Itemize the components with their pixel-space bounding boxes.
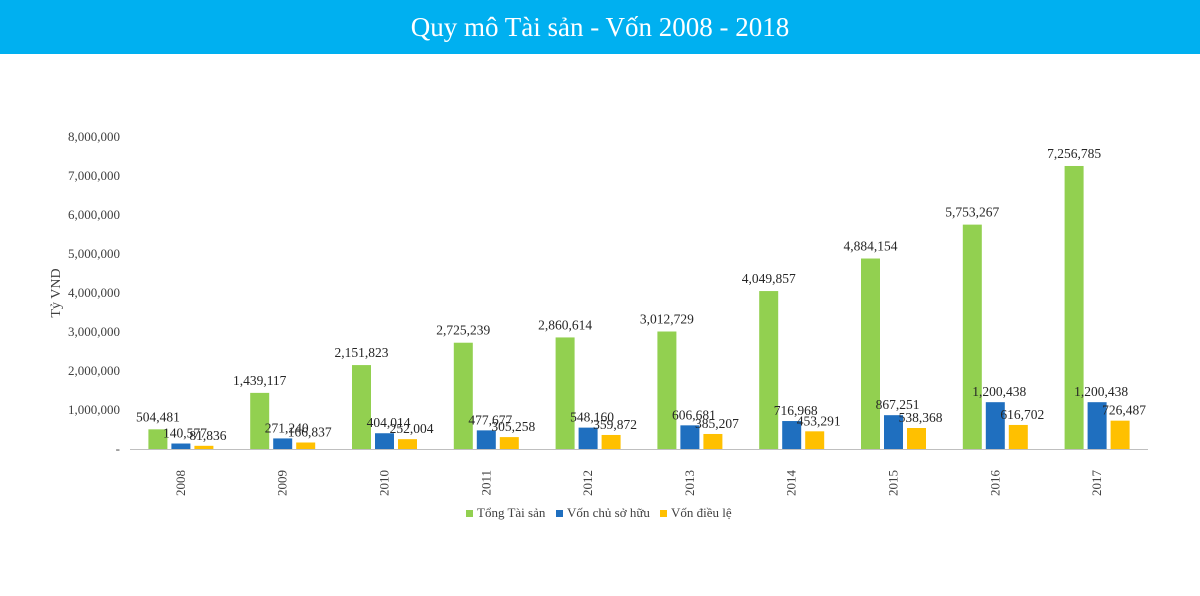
data-label: 606,681 xyxy=(672,407,716,422)
data-label: 271,240 xyxy=(265,420,309,435)
data-label: 305,258 xyxy=(491,419,535,434)
x-tick-label: 2013 xyxy=(682,470,697,496)
data-label: 4,884,154 xyxy=(844,239,898,254)
y-tick-label: 6,000,000 xyxy=(68,207,120,222)
data-label: 1,200,438 xyxy=(1074,384,1128,399)
data-label: 716,968 xyxy=(774,403,818,418)
y-tick-label: 7,000,000 xyxy=(68,168,120,183)
title-bar: Quy mô Tài sản - Vốn 2008 - 2018 xyxy=(0,0,1200,54)
bar-vốn-chủ-sở-hữu-2013 xyxy=(680,425,700,449)
bar-tổng-tài-sản-2015 xyxy=(861,258,880,449)
x-tick-label: 2012 xyxy=(580,470,595,496)
bar-vốn-điều-lệ-2016 xyxy=(1008,424,1028,449)
data-label: 5,753,267 xyxy=(945,205,999,220)
data-label: 453,291 xyxy=(797,413,841,428)
data-label: 140,577 xyxy=(163,426,207,441)
legend-label: Vốn điều lệ xyxy=(671,505,732,520)
data-label: 2,151,823 xyxy=(335,345,389,360)
data-label: 548,160 xyxy=(570,410,614,425)
bar-vốn-chủ-sở-hữu-2016 xyxy=(985,402,1005,449)
y-tick-label: 5,000,000 xyxy=(68,246,120,261)
bar-vốn-chủ-sở-hữu-2011 xyxy=(476,430,496,449)
data-label: 404,014 xyxy=(367,415,411,430)
x-tick-label: 2015 xyxy=(886,470,901,496)
bar-tổng-tài-sản-2013 xyxy=(657,331,677,449)
bar-tổng-tài-sản-2012 xyxy=(555,337,575,449)
data-label: 385,207 xyxy=(695,416,739,431)
legend-label: Tổng Tài sản xyxy=(477,505,546,520)
bar-tổng-tài-sản-2009 xyxy=(250,392,270,449)
x-tick-label: 2017 xyxy=(1089,470,1104,497)
bar-tổng-tài-sản-2008 xyxy=(148,429,168,449)
y-tick-label: 3,000,000 xyxy=(68,324,120,339)
data-label: 1,439,117 xyxy=(233,373,287,388)
data-label: 166,837 xyxy=(288,424,332,439)
legend-label: Vốn chủ sở hữu xyxy=(567,505,650,520)
bar-vốn-điều-lệ-2010 xyxy=(398,439,417,449)
data-label: 616,702 xyxy=(1000,407,1044,422)
data-label: 504,481 xyxy=(136,409,180,424)
bar-tổng-tài-sản-2010 xyxy=(352,365,371,449)
x-tick-label: 2011 xyxy=(478,470,493,496)
x-tick-label: 2009 xyxy=(275,470,290,496)
data-label: 867,251 xyxy=(876,397,920,412)
data-label: 477,677 xyxy=(468,412,512,427)
legend-swatch xyxy=(556,510,563,517)
x-tick-label: 2014 xyxy=(784,470,799,497)
y-tick-label: 1,000,000 xyxy=(68,402,120,417)
bar-tổng-tài-sản-2017 xyxy=(1064,165,1084,449)
bar-vốn-chủ-sở-hữu-2014 xyxy=(782,421,802,449)
y-tick-label: 8,000,000 xyxy=(68,129,120,144)
y-axis-label: Tỷ VND xyxy=(49,268,64,317)
x-tick-label: 2010 xyxy=(377,470,392,496)
bar-vốn-điều-lệ-2015 xyxy=(907,428,926,449)
data-label: 7,256,785 xyxy=(1047,146,1101,161)
y-tick-label: 2,000,000 xyxy=(68,363,120,378)
data-label: 2,860,614 xyxy=(538,317,592,332)
bar-vốn-điều-lệ-2009 xyxy=(296,442,316,449)
data-label: 538,368 xyxy=(899,410,943,425)
y-tick-label: 4,000,000 xyxy=(68,285,120,300)
data-label: 252,004 xyxy=(390,421,434,436)
bar-vốn-chủ-sở-hữu-2015 xyxy=(884,415,903,449)
data-label: 359,872 xyxy=(593,417,637,432)
bar-vốn-chủ-sở-hữu-2009 xyxy=(273,438,293,449)
bar-vốn-điều-lệ-2013 xyxy=(703,433,723,449)
x-tick-label: 2008 xyxy=(173,470,188,496)
data-label: 81,836 xyxy=(189,428,226,443)
legend-swatch xyxy=(466,510,473,517)
data-label: 3,012,729 xyxy=(640,312,694,327)
bar-vốn-điều-lệ-2012 xyxy=(601,434,621,449)
bar-vốn-chủ-sở-hữu-2008 xyxy=(171,443,191,449)
bar-tổng-tài-sản-2014 xyxy=(759,291,779,449)
y-tick-label: - xyxy=(116,441,120,456)
bar-vốn-chủ-sở-hữu-2012 xyxy=(578,427,598,449)
legend-swatch xyxy=(660,510,667,517)
bar-vốn-chủ-sở-hữu-2017 xyxy=(1087,402,1107,449)
bar-vốn-chủ-sở-hữu-2010 xyxy=(375,433,394,449)
data-label: 1,200,438 xyxy=(972,384,1026,399)
data-label: 2,725,239 xyxy=(436,323,490,338)
x-tick-label: 2016 xyxy=(987,470,1002,497)
bar-vốn-điều-lệ-2017 xyxy=(1110,420,1130,449)
data-label: 726,487 xyxy=(1102,403,1146,418)
data-label: 4,049,857 xyxy=(742,271,796,286)
bar-tổng-tài-sản-2011 xyxy=(453,342,473,449)
bar-vốn-điều-lệ-2014 xyxy=(805,431,825,449)
bar-vốn-điều-lệ-2008 xyxy=(194,445,214,449)
bar-tổng-tài-sản-2016 xyxy=(962,224,982,449)
chart-title: Quy mô Tài sản - Vốn 2008 - 2018 xyxy=(410,11,790,42)
bar-vốn-điều-lệ-2011 xyxy=(499,437,519,449)
